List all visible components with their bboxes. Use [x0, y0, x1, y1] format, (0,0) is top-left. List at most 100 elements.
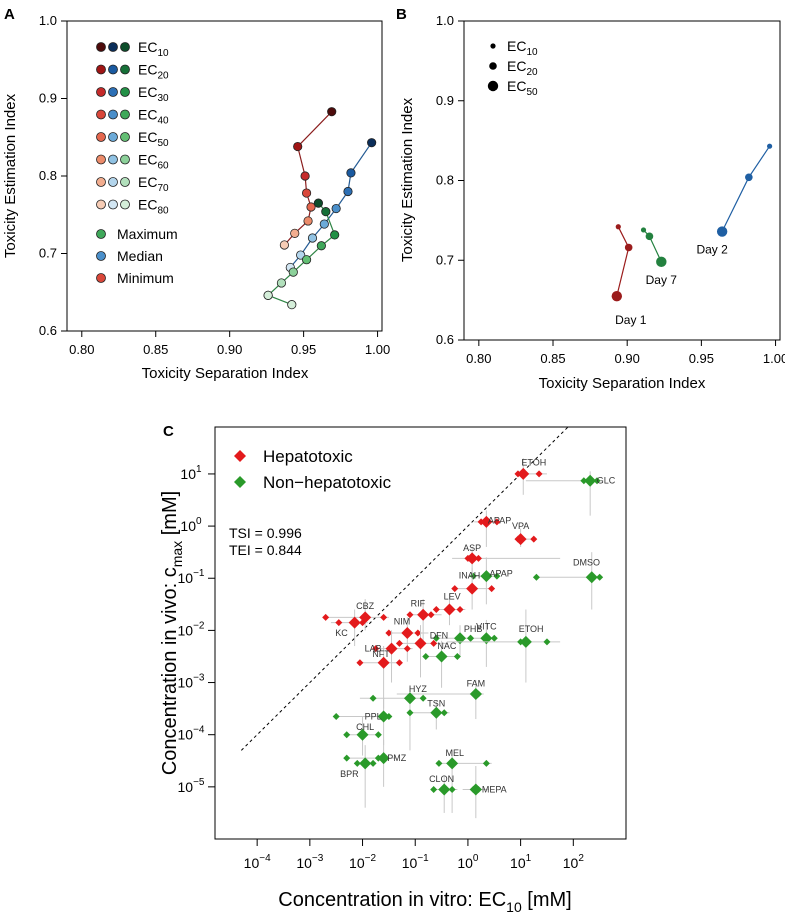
- compound-sample-marker: [430, 639, 438, 647]
- compound-label: CBZ: [356, 601, 375, 611]
- compound-label: ETOH: [519, 624, 544, 634]
- panel-c-y-tick-label: 10−4: [178, 725, 205, 743]
- legend-ec-label: EC10: [138, 39, 169, 59]
- panel-c-y-tick-label: 101: [180, 464, 202, 482]
- compound-sample-marker: [448, 785, 456, 793]
- panel-c-y-tick-label: 100: [180, 516, 202, 534]
- compound-label: ETOH: [521, 457, 546, 467]
- compound-marker: [430, 706, 443, 719]
- compound-sample-marker: [493, 518, 501, 526]
- panel-a-point: [327, 107, 337, 117]
- panel-c-y-label-unit: [mM]: [159, 491, 181, 541]
- panel-b-letter: B: [396, 6, 407, 23]
- compound-label: MEPA: [482, 784, 507, 794]
- compound-marker: [377, 656, 390, 669]
- panel-a-point: [319, 219, 329, 229]
- panel-c-x-tick-label: 10−1: [402, 853, 429, 871]
- panel-b-series-line: [721, 145, 771, 232]
- compound-sample-marker: [422, 652, 430, 660]
- legend-ec-marker: [120, 132, 130, 142]
- tei-value: TEI = 0.844: [229, 542, 302, 558]
- panel-c-x-label: Concentration in vitro: EC10 [mM]: [278, 889, 571, 915]
- compound-sample-marker: [596, 573, 604, 581]
- panel-a-point: [290, 228, 300, 238]
- compound-marker: [446, 757, 459, 770]
- panel-b-x-label: Toxicity Separation Index: [539, 375, 706, 392]
- compound-sample-marker: [580, 477, 588, 485]
- panel-c-x-tick-label: 10−3: [296, 853, 323, 871]
- compound-label: LEV: [444, 591, 461, 601]
- panel-a-point: [276, 278, 287, 288]
- compound-label: DFN: [430, 631, 449, 641]
- legend-ec-label: EC50: [138, 129, 169, 149]
- panel-b-x-axis: 0.80 0.85 0.90 0.95 1.00: [466, 340, 785, 366]
- legend-ec-marker: [108, 42, 118, 52]
- legend-ec-marker: [96, 87, 106, 97]
- compound-sample-marker: [380, 613, 388, 621]
- panel-b-series: Day 1 Day 7 Day 2: [611, 143, 773, 327]
- compound-sample-marker: [490, 634, 498, 642]
- compound-sample-marker: [467, 634, 475, 642]
- legend-ec-marker: [96, 109, 106, 120]
- panel-a-point: [279, 240, 289, 250]
- panel-a-point: [263, 290, 273, 300]
- compound-marker: [385, 642, 398, 655]
- compound-marker: [480, 515, 493, 528]
- legend-stat-label: Maximum: [117, 226, 178, 242]
- legend-ec-marker: [108, 199, 118, 210]
- compound-sample-marker: [322, 613, 330, 621]
- legend-ec-label: EC70: [138, 174, 169, 194]
- compound-marker: [435, 650, 448, 663]
- panel-c-letter: C: [163, 423, 174, 440]
- panel-a-point: [367, 138, 377, 148]
- panel-a-point: [287, 300, 297, 310]
- compound-marker: [443, 603, 456, 616]
- compound-sample-marker: [356, 659, 364, 667]
- legend-ec-marker: [108, 87, 118, 97]
- compound-sample-marker: [543, 638, 551, 646]
- compound-sample-marker: [432, 606, 440, 614]
- compound-label: APAP: [489, 569, 512, 579]
- compound-marker: [359, 757, 372, 770]
- compound-label: TSN: [427, 698, 445, 708]
- panel-b-day-label: Day 7: [646, 273, 678, 287]
- compound-label: NAC: [437, 641, 457, 651]
- legend-ec-marker: [96, 154, 106, 165]
- panel-a-x-tick-label: 0.90: [217, 342, 242, 357]
- compound-sample-marker: [335, 619, 343, 627]
- compound-label: PHB: [464, 624, 483, 634]
- panel-a-point: [306, 202, 316, 212]
- panel-c-y-label-main: Concentration in vivo: c: [159, 567, 181, 775]
- compound-sample-marker: [343, 754, 351, 762]
- compound-label: APAP: [488, 515, 511, 525]
- compound-sample-marker: [440, 709, 448, 717]
- compound-sample-marker: [406, 709, 414, 717]
- panel-c-legend: Hepatotoxic Non−hepatotoxic: [234, 447, 392, 492]
- compound-sample-marker: [432, 634, 440, 642]
- compound-sample-marker: [395, 639, 403, 647]
- compound-sample-marker: [406, 611, 414, 619]
- compound-label: LAB: [365, 644, 382, 654]
- compound-sample-marker: [372, 645, 380, 653]
- panel-a-point: [321, 207, 331, 217]
- compound-sample-marker: [359, 619, 367, 627]
- legend-ec-marker: [120, 199, 130, 210]
- compound-sample-marker: [535, 470, 543, 478]
- panel-a-series: [263, 107, 377, 310]
- compound-label: VPA: [512, 521, 529, 531]
- compound-sample-marker: [353, 759, 361, 767]
- compound-label: DMSO: [573, 558, 600, 568]
- panel-b-point: [656, 256, 667, 268]
- legend-ec-marker: [120, 87, 130, 97]
- panel-a-y-tick-label: 0.8: [39, 168, 57, 183]
- compound-marker: [480, 570, 493, 583]
- panel-b-point: [745, 173, 753, 182]
- panel-b-series-line: [616, 226, 630, 297]
- panel-c-y-axis: 10−5 10−4 10−3 10−2 10−1 100 101: [178, 464, 215, 795]
- compound-label: GLC: [597, 476, 616, 486]
- compound-sample-marker: [343, 731, 351, 739]
- compound-marker: [348, 616, 361, 629]
- panel-a-point: [301, 255, 312, 265]
- compound-marker: [438, 783, 451, 796]
- panel-a-y-tick-label: 0.9: [39, 91, 57, 106]
